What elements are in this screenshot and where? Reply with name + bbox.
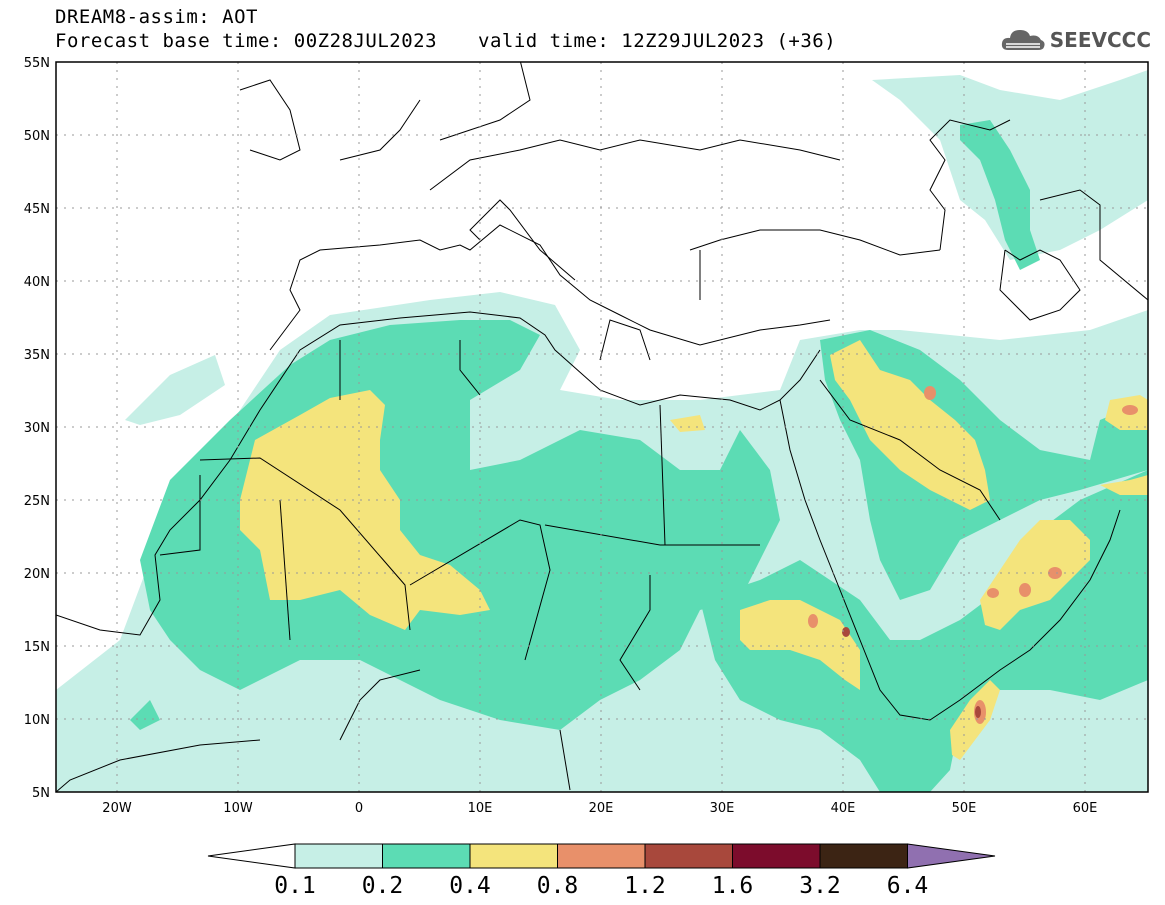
valid-time: valid time: 12Z29JUL2023 (+36) [478,30,837,52]
lon-label: 20W [102,801,132,816]
lon-label: 10E [468,801,493,816]
colorbar-label: 3.2 [799,873,841,899]
colorbar-low-arrow [207,843,296,869]
lat-label: 35N [24,348,50,363]
lon-label: 20E [589,801,614,816]
colorbar-swatch [469,843,558,869]
colorbar-label: 0.4 [449,873,491,899]
lat-label: 25N [24,494,50,509]
aot-level-0.4 [240,340,1148,760]
map-title: DREAM8-assim: AOT [55,6,258,28]
colorbar-swatch [294,843,383,869]
lat-label: 55N [24,56,50,71]
colorbar-swatch [819,843,908,869]
lat-label: 10N [24,713,50,728]
aot-level-0.8 [808,386,1138,724]
colorbar-label: 1.2 [624,873,666,899]
lat-label: 15N [24,640,50,655]
seevccc-logo: SEEVCCC [1000,26,1151,54]
colorbar-label: 0.8 [537,873,579,899]
lat-label: 5N [32,786,50,801]
coastlines-borders [56,62,1148,792]
lon-label: 10W [223,801,253,816]
gridlines [56,62,1148,792]
map-frame [55,61,1149,793]
logo-text: SEEVCCC [1049,28,1151,52]
lat-label: 45N [24,202,50,217]
cloud-icon [1001,30,1045,50]
lat-label: 50N [24,129,50,144]
colorbar: 0.1 0.2 0.4 0.8 1.2 1.6 3.2 6.4 [207,843,996,899]
lon-label: 40E [831,801,856,816]
aot-level-1.2 [842,627,981,718]
colorbar-label: 6.4 [887,873,929,899]
lat-axis: 55N 50N 45N 40N 35N 30N 25N 20N 15N 10N … [24,56,50,801]
colorbar-label: 1.6 [712,873,754,899]
colorbar-label: 0.2 [362,873,404,899]
lon-label: 30E [710,801,735,816]
colorbar-high-arrow [907,843,996,869]
lat-label: 40N [24,275,50,290]
colorbar-swatch [557,843,646,869]
lat-label: 20N [24,567,50,582]
forecast-base-time: Forecast base time: 00Z28JUL2023 [55,30,438,52]
lon-label: 0 [355,801,363,816]
lat-label: 30N [24,421,50,436]
colorbar-swatch [382,843,471,869]
colorbar-label: 0.1 [274,873,316,899]
colorbar-swatch [732,843,821,869]
lon-label: 50E [952,801,977,816]
aot-fields [56,70,1148,792]
lon-axis: 20W 10W 0 10E 20E 30E 40E 50E 60E [102,801,1097,816]
lon-label: 60E [1073,801,1098,816]
colorbar-swatch [644,843,733,869]
